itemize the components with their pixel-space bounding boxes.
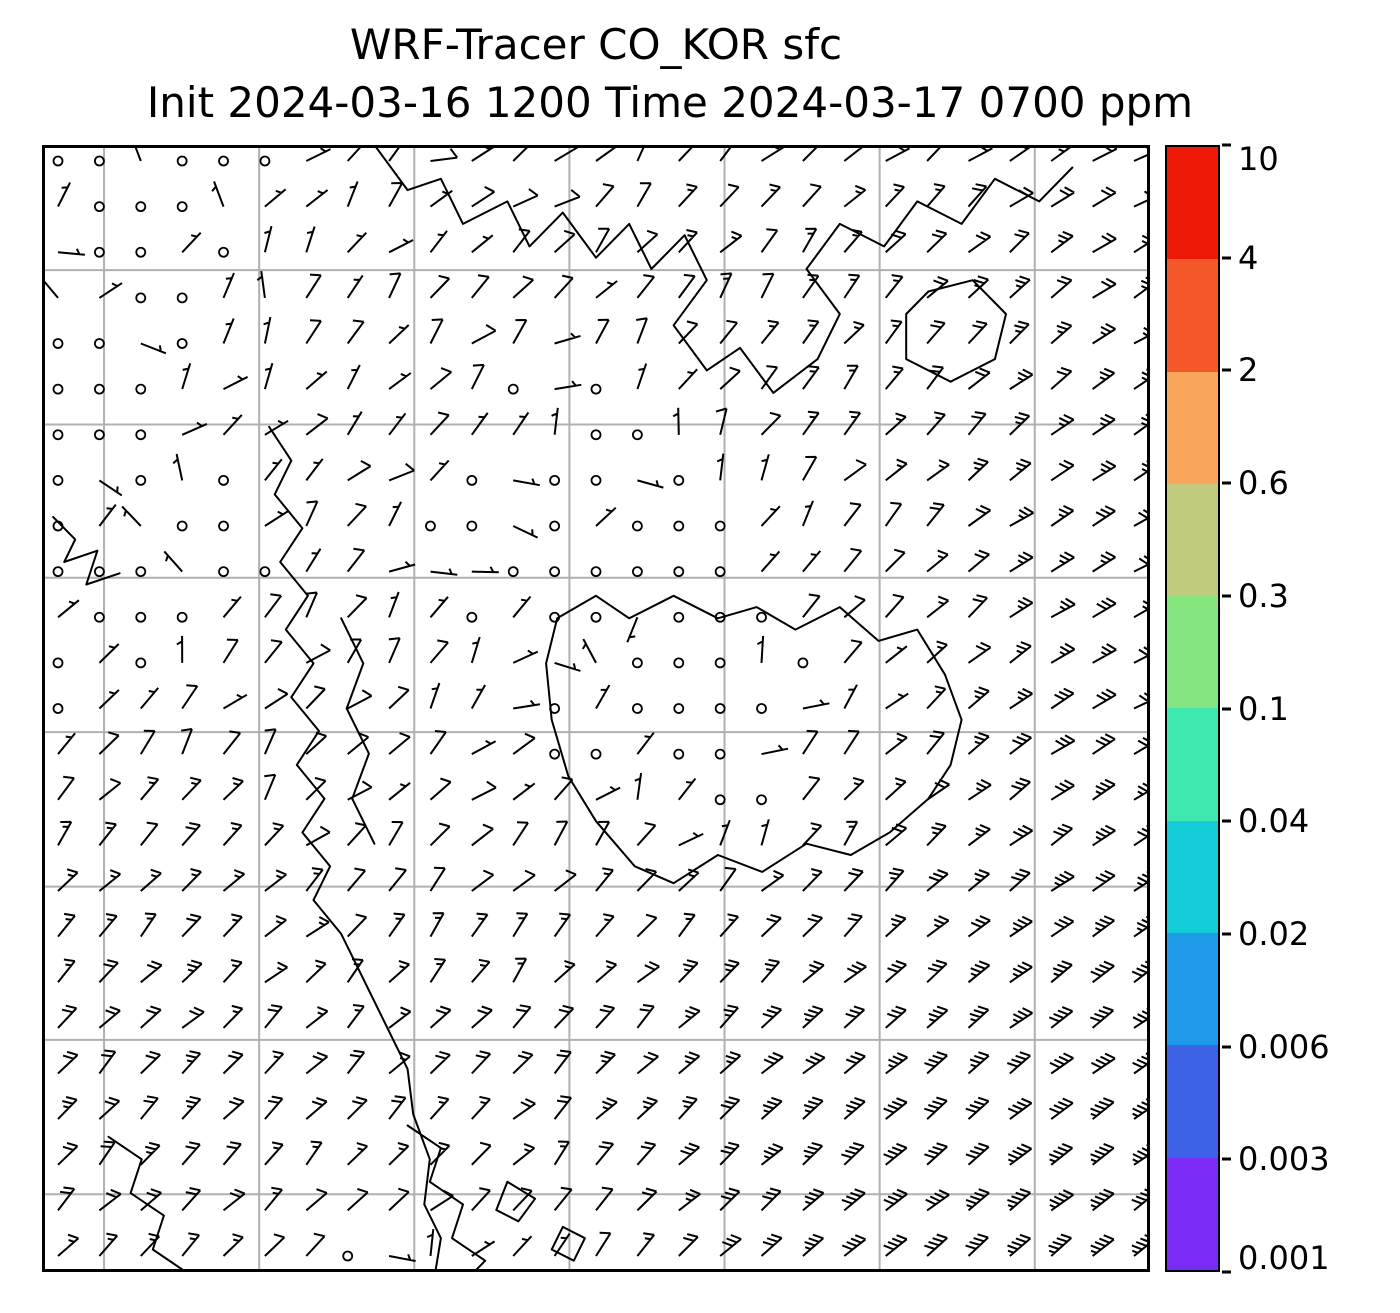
chart-subtitle: Init 2024-03-16 1200 Time 2024-03-17 070… bbox=[146, 78, 1194, 127]
colorbar-tick-label: 10 bbox=[1238, 140, 1279, 178]
colorbar-segment bbox=[1167, 259, 1218, 372]
colorbar-tick-mark bbox=[1222, 1045, 1231, 1049]
colorbar-segment bbox=[1167, 147, 1218, 260]
colorbar-tick-label: 0.04 bbox=[1238, 802, 1310, 841]
colorbar-tick-label: 2 bbox=[1238, 351, 1259, 390]
colorbar-tick-mark bbox=[1222, 1270, 1231, 1274]
colorbar-segment bbox=[1167, 596, 1218, 709]
colorbar-tick-label: 4 bbox=[1238, 238, 1259, 277]
colorbar-tick-mark bbox=[1222, 256, 1231, 260]
colorbar-tick-mark bbox=[1222, 1157, 1231, 1161]
colorbar-tick-label: 0.02 bbox=[1238, 914, 1310, 953]
chart-title: WRF-Tracer CO_KOR sfc bbox=[349, 20, 843, 69]
map-plot bbox=[42, 145, 1150, 1272]
colorbar-tick-label: 0.6 bbox=[1238, 464, 1289, 503]
colorbar-tick-mark bbox=[1222, 932, 1231, 936]
colorbar-tick-mark bbox=[1222, 819, 1231, 823]
colorbar-segment bbox=[1167, 483, 1218, 597]
colorbar-tick-label: 0.003 bbox=[1238, 1140, 1330, 1179]
colorbar-tick-mark bbox=[1222, 368, 1231, 372]
colorbar-segment bbox=[1167, 371, 1218, 484]
colorbar-segment bbox=[1167, 1157, 1218, 1270]
coastlines bbox=[52, 145, 1074, 1272]
wind-barbs bbox=[42, 145, 1150, 1262]
colorbar-tick-mark bbox=[1222, 594, 1231, 598]
wind-barb-canvas bbox=[42, 145, 1150, 1272]
colorbar bbox=[1165, 145, 1220, 1272]
colorbar-segment bbox=[1167, 933, 1218, 1046]
colorbar-tick-label: 0.1 bbox=[1238, 689, 1289, 728]
colorbar-tick-label: 0.001 bbox=[1238, 1239, 1330, 1277]
colorbar-tick-mark bbox=[1222, 707, 1231, 710]
colorbar-tick-label: 0.006 bbox=[1238, 1027, 1330, 1066]
colorbar-segment bbox=[1167, 820, 1218, 934]
colorbar-tick-mark bbox=[1222, 481, 1231, 485]
colorbar-segment bbox=[1167, 708, 1218, 821]
colorbar-tick-mark bbox=[1222, 143, 1231, 147]
colorbar-tick-label: 0.3 bbox=[1238, 576, 1289, 615]
colorbar-ticks: 10 4 2 0.6 0.3 0.1 0.04 0.02 0.006 0.003 0.001 bbox=[1222, 140, 1400, 1277]
colorbar-segment bbox=[1167, 1045, 1218, 1158]
